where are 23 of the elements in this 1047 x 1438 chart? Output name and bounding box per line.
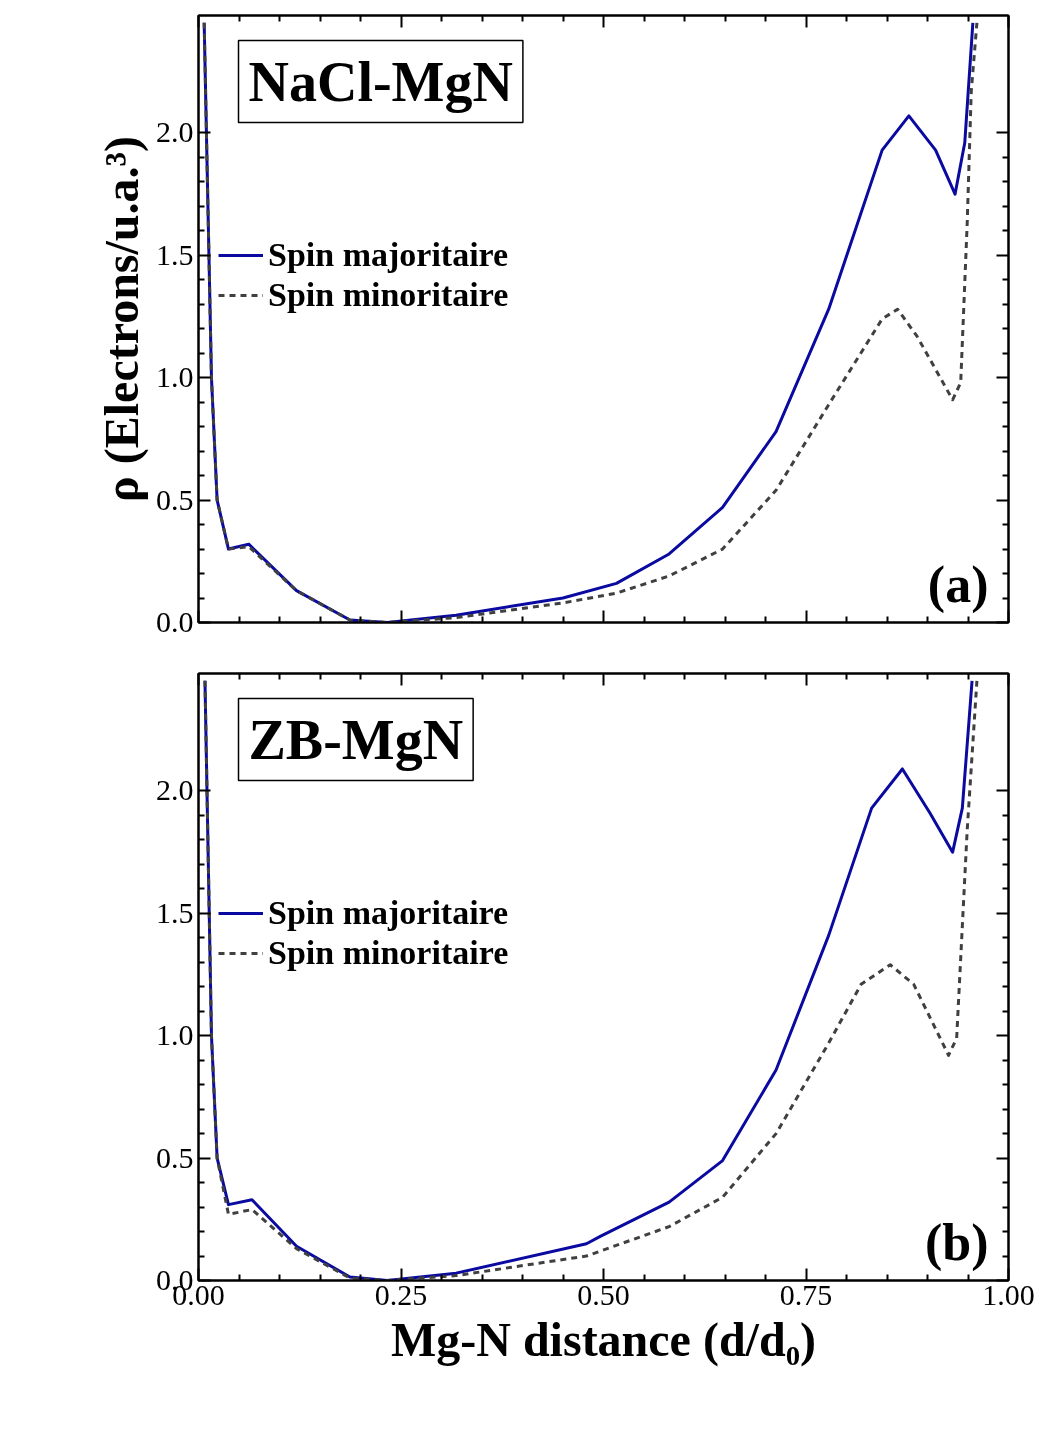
annotation: (a) bbox=[927, 555, 989, 614]
x-tick-label: 0.25 bbox=[374, 1277, 428, 1311]
y-tick-label: 1.0 bbox=[156, 360, 194, 394]
y-axis-title: ρ (Electrons/u.a.³) bbox=[95, 136, 149, 502]
text: NaCl-MgN bbox=[248, 50, 513, 113]
y-tick-label: 2.0 bbox=[156, 773, 194, 807]
text: ZB-MgN bbox=[248, 708, 464, 771]
annotation: (b) bbox=[924, 1213, 989, 1272]
legend-label: Spin majoritaire bbox=[268, 893, 509, 933]
x-tick-label: 1.00 bbox=[982, 1277, 1035, 1311]
x-axis-title: Mg-N distance (d/d₀) bbox=[390, 1312, 817, 1367]
x-tick-label: 0.50 bbox=[577, 1277, 630, 1311]
legend-label: Spin minoritaire bbox=[268, 933, 509, 973]
y-tick-label: 0.5 bbox=[156, 1140, 194, 1174]
y-tick-label: 1.5 bbox=[156, 895, 194, 929]
x-tick-label: 0.75 bbox=[779, 1277, 833, 1311]
y-tick-label: 1.0 bbox=[156, 1018, 194, 1052]
y-tick-label: 2.0 bbox=[156, 115, 194, 149]
y-tick-label: 0.0 bbox=[156, 605, 194, 638]
y-tick-label: 1.5 bbox=[156, 237, 194, 271]
y-tick-label: 0.5 bbox=[156, 482, 194, 516]
legend-label: Spin minoritaire bbox=[268, 275, 509, 315]
legend-label: Spin majoritaire bbox=[268, 235, 509, 275]
